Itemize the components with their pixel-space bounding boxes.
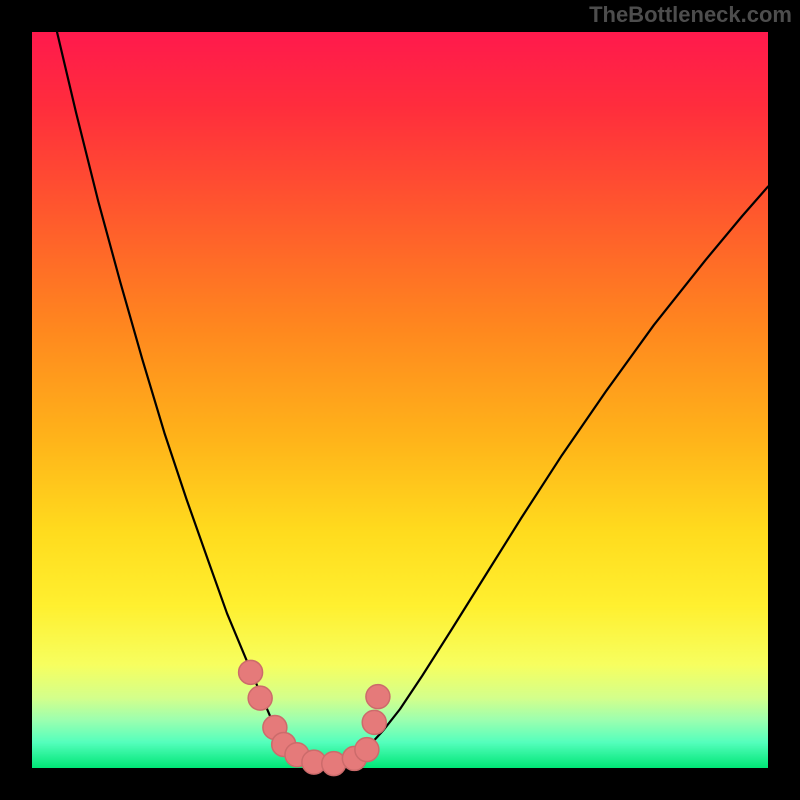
watermark-text: TheBottleneck.com (589, 2, 792, 28)
chart-stage: TheBottleneck.com (0, 0, 800, 800)
bottleneck-gradient-plot (32, 32, 768, 768)
